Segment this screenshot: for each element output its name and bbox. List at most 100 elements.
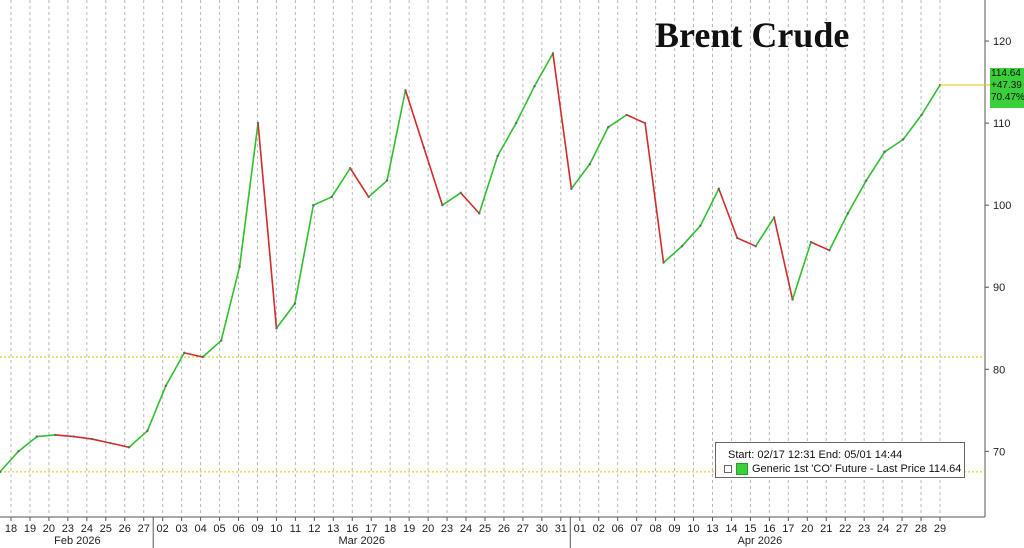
price-segment xyxy=(294,205,315,304)
data-point xyxy=(330,195,333,199)
data-point xyxy=(183,351,186,355)
x-tick-label: 09 xyxy=(668,523,680,535)
data-point xyxy=(865,179,868,182)
price-segment xyxy=(920,84,941,116)
y-tick-label: 90 xyxy=(993,282,1005,294)
x-tick-label: 18 xyxy=(384,523,396,535)
legend-series-label: Generic 1st 'CO' Future - Last Price 114… xyxy=(752,463,962,475)
data-point xyxy=(72,435,75,438)
x-tick-label: 16 xyxy=(763,523,775,535)
price-segment xyxy=(0,450,20,473)
data-point xyxy=(920,113,923,117)
data-point xyxy=(846,212,850,215)
data-point xyxy=(422,146,426,149)
x-tick-label: 02 xyxy=(157,523,169,535)
last-price-value: 114.64 xyxy=(991,68,1021,79)
x-tick-label: 23 xyxy=(858,523,870,535)
chart-title: Brent Crude xyxy=(655,15,849,55)
data-point xyxy=(367,195,370,199)
y-tick-label: 100 xyxy=(993,200,1011,212)
x-tick-label: 24 xyxy=(81,523,93,535)
pct-change-value: 70.47% xyxy=(991,92,1024,103)
data-point xyxy=(127,446,131,449)
x-tick-label: 23 xyxy=(62,523,74,535)
month-label: Mar 2026 xyxy=(339,535,385,547)
x-tick-label: 15 xyxy=(744,523,756,535)
price-segment xyxy=(275,303,296,329)
price-segment xyxy=(313,196,333,206)
x-tick-label: 23 xyxy=(441,523,453,535)
price-segment xyxy=(533,52,554,87)
data-point xyxy=(570,187,573,190)
data-point xyxy=(699,224,702,227)
data-point xyxy=(219,339,223,342)
price-segment xyxy=(755,217,775,247)
price-segment xyxy=(441,192,462,206)
x-tick-label: 05 xyxy=(213,523,225,535)
data-point xyxy=(90,437,94,441)
x-tick-label: 06 xyxy=(232,523,244,535)
price-segment xyxy=(146,385,167,432)
data-point xyxy=(256,121,260,125)
data-point xyxy=(680,244,684,248)
price-segment xyxy=(681,225,701,247)
price-segment xyxy=(718,188,739,239)
x-tick-label: 22 xyxy=(839,523,851,535)
data-point xyxy=(478,212,481,215)
data-point xyxy=(312,203,315,207)
price-segment xyxy=(736,237,757,247)
x-tick-label: 20 xyxy=(43,523,55,535)
price-segment xyxy=(128,430,148,448)
price-segment xyxy=(478,155,499,214)
data-point xyxy=(348,167,352,170)
data-point xyxy=(404,89,407,92)
x-tick-label: 20 xyxy=(422,523,434,535)
price-segment xyxy=(791,241,812,300)
price-segment xyxy=(460,192,480,214)
price-segment xyxy=(17,435,38,452)
x-tick-label: 08 xyxy=(649,523,661,535)
data-point xyxy=(293,302,297,305)
price-segment xyxy=(165,352,186,387)
price-segment xyxy=(202,339,222,358)
x-tick-label: 13 xyxy=(706,523,718,535)
price-segment xyxy=(368,179,388,198)
y-tick-label: 70 xyxy=(993,446,1005,458)
x-tick-label: 30 xyxy=(536,523,548,535)
data-point xyxy=(164,384,168,387)
price-segment xyxy=(589,126,609,165)
data-point xyxy=(54,433,57,437)
x-tick-label: 17 xyxy=(782,523,794,535)
x-tick-label: 10 xyxy=(270,523,282,535)
data-point xyxy=(883,150,886,154)
x-tick-label: 10 xyxy=(687,523,699,535)
data-point xyxy=(109,441,112,445)
x-tick-label: 17 xyxy=(365,523,377,535)
x-tick-label: 18 xyxy=(5,523,17,535)
data-point xyxy=(828,249,831,252)
data-point xyxy=(385,179,389,182)
expand-icon[interactable] xyxy=(724,465,732,474)
price-segment xyxy=(257,123,278,329)
month-label: Apr 2026 xyxy=(738,535,783,547)
data-point xyxy=(35,435,39,438)
price-segment xyxy=(73,435,93,440)
legend-series-entry: Generic 1st 'CO' Future - Last Price 114… xyxy=(724,463,962,476)
data-point xyxy=(459,191,462,195)
x-tick-label: 27 xyxy=(138,523,150,535)
y-tick-label: 80 xyxy=(993,364,1005,376)
data-point xyxy=(643,121,647,125)
x-tick-label: 14 xyxy=(725,523,737,535)
x-tick-label: 19 xyxy=(24,523,36,535)
x-tick-label: 09 xyxy=(251,523,263,535)
price-segment xyxy=(662,245,683,264)
price-segment xyxy=(607,114,628,128)
x-tick-label: 21 xyxy=(820,523,832,535)
x-tick-label: 25 xyxy=(100,523,112,535)
price-segment xyxy=(570,163,591,190)
x-tick-label: 04 xyxy=(194,523,206,535)
x-tick-label: 28 xyxy=(915,523,927,535)
x-tick-label: 06 xyxy=(612,523,624,535)
data-point xyxy=(809,240,813,244)
